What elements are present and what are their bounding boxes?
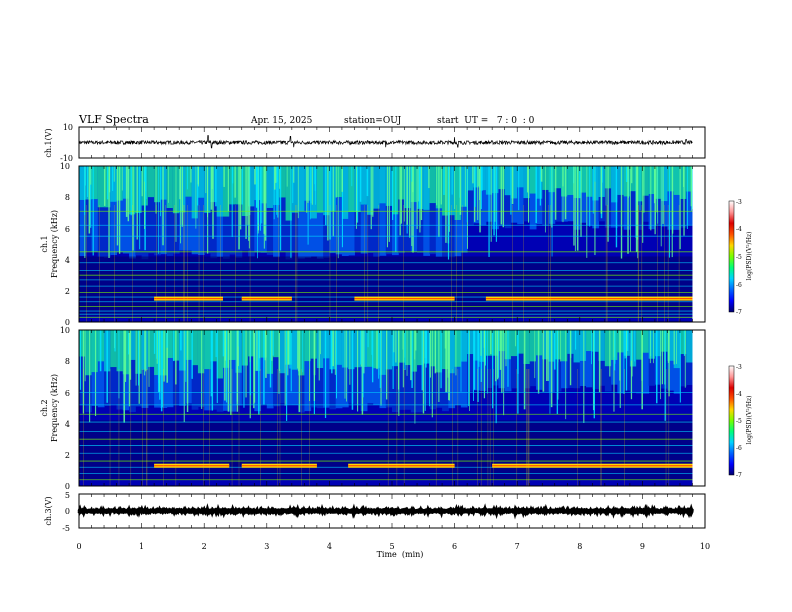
xtick-label-6: 6 — [452, 542, 457, 551]
xtick-label-2: 2 — [202, 542, 207, 551]
chart-date: Apr. 15, 2025 — [250, 116, 313, 126]
ch1-waveform-trace — [78, 135, 693, 149]
colorbar-ch2-label: log(PSD)(V²/Hz) — [746, 396, 753, 445]
xtick-label-0: 0 — [76, 542, 81, 551]
colorbar-ch2: -3 -4 -5 -6 -7 log(PSD)(V²/Hz) — [728, 364, 753, 479]
ch1-ytick-top: 10 — [63, 123, 73, 132]
colorbar-ch1-label: log(PSD)(V²/Hz) — [746, 232, 753, 281]
colorbar-ch1-gradient — [728, 200, 735, 313]
x-axis-label: Time (min) — [377, 550, 424, 559]
ch1-ytick-8: 8 — [65, 193, 70, 202]
ch1-spectrogram-ylabel-frequency: Frequency (kHz) — [50, 210, 59, 278]
ch2-ytick-0: 0 — [65, 482, 70, 491]
ch1-ytick-bottom: -10 — [60, 154, 73, 163]
colorbar-ch2-tick-6: -6 — [736, 445, 742, 452]
colorbar-ch2-gradient — [728, 365, 735, 476]
xtick-label-8: 8 — [577, 542, 582, 551]
x-axis-ticks — [78, 127, 706, 528]
ch3-waveform-trace — [77, 503, 695, 520]
colorbar-ch1-tick-3: -3 — [736, 199, 742, 206]
xtick-label-1: 1 — [139, 542, 144, 551]
ch2-spectrogram-ylabel-channel: ch.2 — [40, 399, 49, 416]
ch3-ytick-mid: 0 — [65, 507, 70, 516]
panel-ch2-spectrogram: 0 2 4 6 8 10 ch.2 Frequency (kHz) — [40, 326, 706, 491]
ch1-ytick-6: 6 — [65, 225, 70, 234]
ch3-waveform-ylabel: ch.3(V) — [44, 496, 53, 525]
ch2-spectrogram-ylabel-frequency: Frequency (kHz) — [50, 374, 59, 442]
panel-ch1-waveform: 10 -10 ch.1(V) — [44, 123, 706, 163]
ch2-ytick-8: 8 — [65, 357, 70, 366]
xtick-label-5: 5 — [389, 542, 394, 551]
panel-ch1-spectrogram: 0 2 4 6 8 10 ch.1 Frequency (kHz) — [40, 162, 706, 327]
colorbar-ch1-tick-4: -4 — [736, 226, 742, 233]
colorbar-ch1: -3 -4 -5 -6 -7 log(PSD)(V²/Hz) — [728, 199, 753, 316]
colorbar-ch2-tick-3: -3 — [736, 364, 742, 371]
ch1-ytick-0: 0 — [65, 318, 70, 327]
ch1-ytick-2: 2 — [65, 287, 70, 296]
panel-ch3-waveform: 5 0 -5 ch.3(V) — [44, 491, 706, 533]
ch2-ytick-10: 10 — [60, 326, 70, 335]
ch1-waveform-ylabel: ch.1(V) — [44, 128, 53, 157]
xtick-label-10: 10 — [700, 542, 710, 551]
chart-start-time: start UT = 7 : 0 : 0 — [437, 116, 535, 126]
ch2-ytick-2: 2 — [65, 451, 70, 460]
ch3-ytick-top: 5 — [65, 491, 70, 500]
ch1-spectrogram-ylabel-channel: ch.1 — [40, 235, 49, 252]
ch2-spectrogram-image — [79, 330, 705, 486]
x-axis-tick-labels: 0 1 2 3 4 5 6 7 8 9 10 — [76, 542, 710, 551]
xtick-label-3: 3 — [264, 542, 269, 551]
colorbar-ch1-tick-6: -6 — [736, 282, 742, 289]
ch3-ytick-bottom: -5 — [62, 524, 70, 533]
xtick-label-7: 7 — [515, 542, 520, 551]
ch1-ytick-10: 10 — [60, 162, 70, 171]
ch1-spectrogram-image — [79, 166, 705, 322]
chart-station: station=OUJ — [344, 116, 402, 126]
xtick-label-4: 4 — [327, 542, 332, 551]
colorbar-ch2-tick-7: -7 — [736, 472, 742, 479]
xtick-label-9: 9 — [640, 542, 645, 551]
ch1-ytick-4: 4 — [65, 256, 70, 265]
colorbar-ch2-tick-5: -5 — [736, 418, 742, 425]
chart-title: VLF Spectra — [78, 113, 149, 126]
colorbar-ch1-tick-5: -5 — [736, 254, 742, 261]
colorbar-ch1-tick-7: -7 — [736, 309, 742, 316]
ch2-ytick-4: 4 — [65, 420, 70, 429]
ch2-ytick-6: 6 — [65, 389, 70, 398]
colorbar-ch2-tick-4: -4 — [736, 391, 742, 398]
